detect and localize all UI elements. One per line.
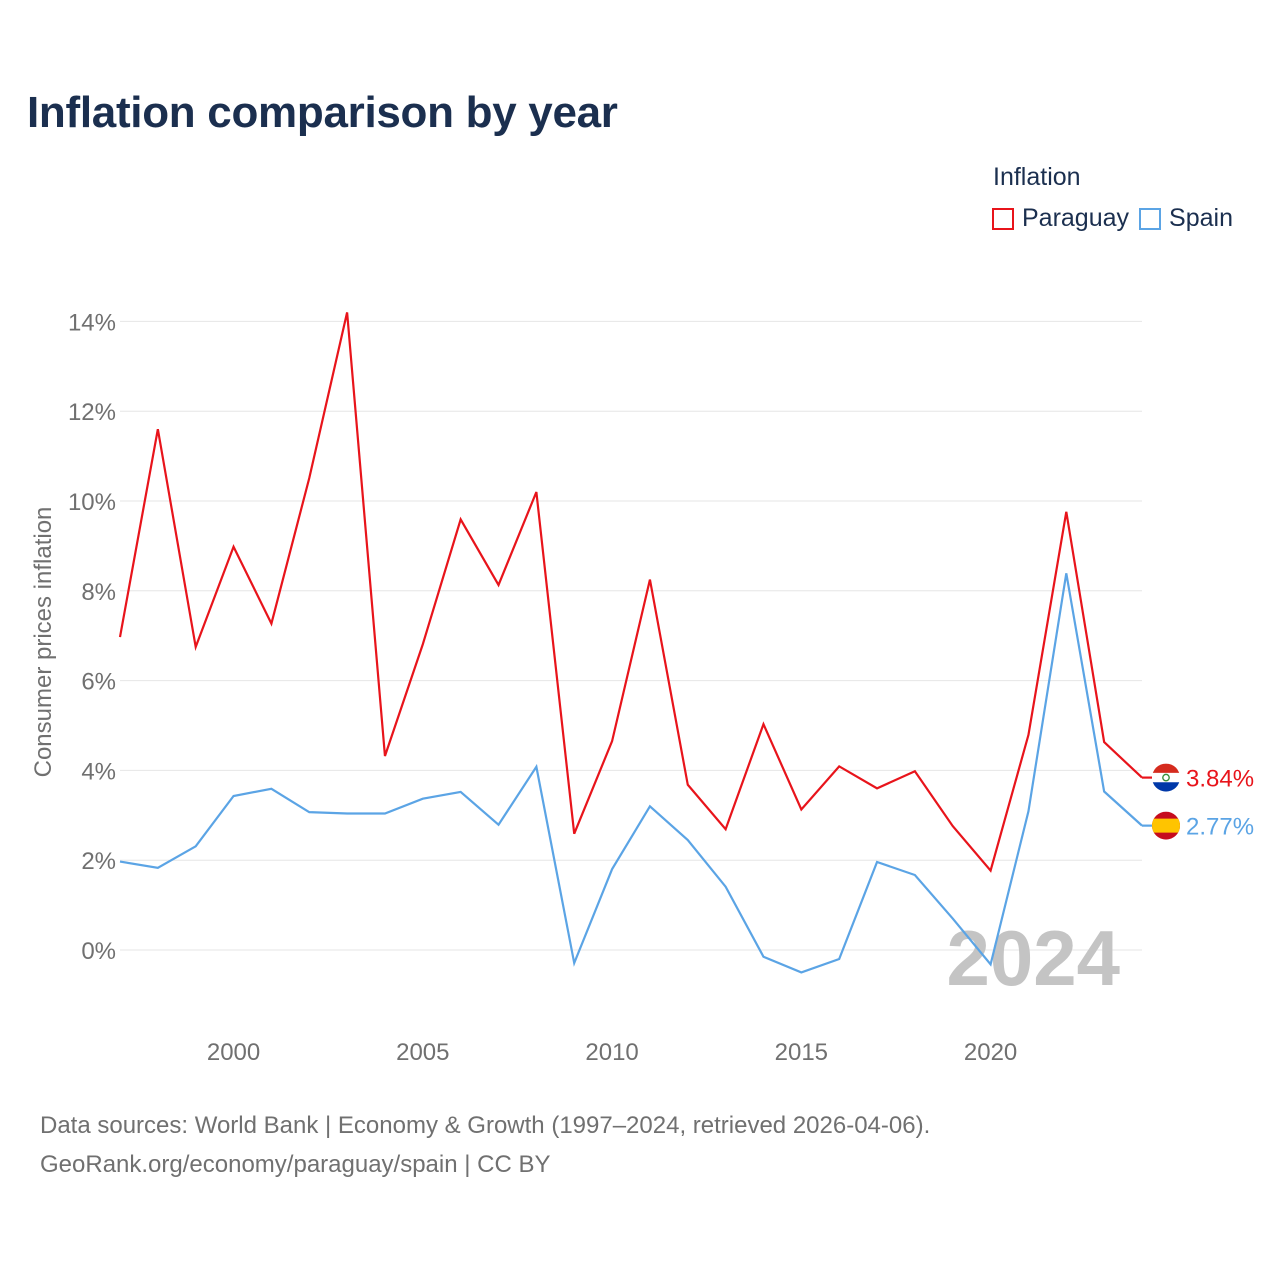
end-label-paraguay: 3.84% — [1186, 766, 1254, 793]
flag-paraguay-icon — [1152, 763, 1180, 792]
end-label-spain: 2.77% — [1186, 814, 1254, 841]
y-axis-label: Consumer prices inflation — [30, 507, 57, 778]
legend-label-paraguay: Paraguay — [1022, 204, 1130, 232]
x-tick-label: 2005 — [396, 1039, 449, 1066]
legend-swatch-spain — [1139, 207, 1162, 230]
grid-lines — [120, 320, 1142, 951]
x-tick-label: 2010 — [585, 1039, 638, 1066]
series-lines — [118, 312, 1143, 974]
year-watermark: 2024 — [946, 914, 1120, 1002]
y-tick-label: 0% — [81, 938, 116, 965]
legend-label-spain: Spain — [1169, 204, 1233, 232]
y-tick-label: 8% — [81, 579, 116, 606]
legend-item-spain[interactable]: Spain — [1139, 204, 1233, 233]
chart-title: Inflation comparison by year — [27, 88, 618, 137]
y-tick-label: 10% — [68, 489, 116, 516]
x-tick-label: 2020 — [964, 1039, 1017, 1066]
y-tick-label: 12% — [68, 399, 116, 426]
source-line-2[interactable]: GeoRank.org/economy/paraguay/spain | CC … — [40, 1151, 551, 1178]
legend-swatch-paraguay — [992, 207, 1014, 230]
flag-spain-icon — [1152, 811, 1180, 840]
legend-item-paraguay[interactable]: Paraguay — [992, 204, 1129, 233]
source-note: Data sources: World Bank | Economy & Gro… — [40, 1106, 930, 1184]
end-labels: 3.84% 2.77% — [1142, 763, 1254, 841]
y-tick-label: 6% — [81, 669, 116, 696]
y-tick-label: 14% — [68, 309, 116, 336]
y-axis-ticks: 0% 2% 4% 6% 8% 10% 12% 14% — [68, 309, 116, 965]
legend-title: Inflation — [993, 163, 1081, 191]
series-line-paraguay — [118, 312, 1143, 873]
source-line-1: Data sources: World Bank | Economy & Gro… — [40, 1112, 931, 1139]
y-tick-label: 4% — [81, 758, 116, 785]
series-line-spain — [119, 573, 1143, 974]
x-tick-label: 2015 — [775, 1039, 828, 1066]
legend: Paraguay Spain — [992, 204, 1233, 233]
y-tick-label: 2% — [81, 848, 116, 875]
x-tick-label: 2000 — [207, 1039, 260, 1066]
x-axis-ticks: 2000 2005 2010 2015 2020 — [207, 1039, 1017, 1066]
